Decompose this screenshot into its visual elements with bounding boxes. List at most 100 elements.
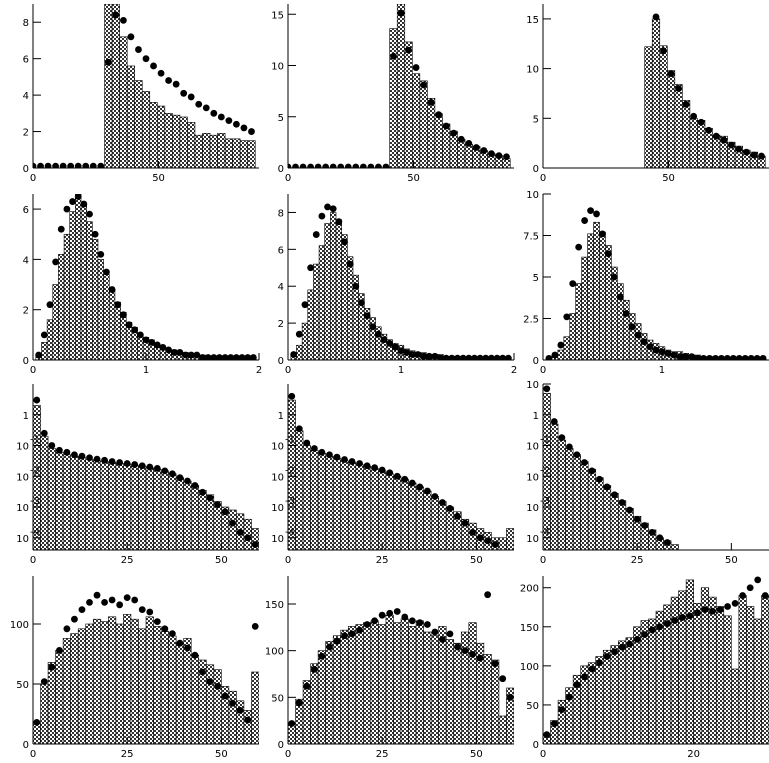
data-point — [288, 163, 292, 168]
histogram-bar — [324, 223, 331, 360]
histogram-bar — [363, 622, 372, 744]
histogram-bar — [213, 501, 222, 550]
histogram-bar — [610, 492, 619, 550]
data-point — [705, 126, 713, 134]
histogram-bar — [341, 234, 348, 360]
data-point — [221, 354, 229, 360]
data-point — [599, 230, 606, 238]
data-point — [758, 152, 765, 160]
plot-area — [288, 4, 511, 168]
y-tick-label: 0 — [533, 740, 539, 751]
histogram-bar — [63, 233, 71, 360]
data-point — [225, 117, 233, 125]
histogram-bar — [738, 595, 747, 744]
data-point — [386, 469, 394, 477]
histogram-bar — [498, 537, 507, 550]
histogram-bar — [602, 649, 612, 744]
histogram-bar — [335, 219, 342, 360]
data-point — [656, 623, 664, 631]
data-point — [86, 210, 93, 218]
histogram-bar — [761, 595, 769, 744]
data-point — [469, 528, 476, 536]
data-point — [359, 163, 367, 168]
data-point — [386, 340, 394, 347]
y-tick-exponent: -2 — [540, 465, 550, 476]
data-point — [125, 321, 133, 329]
data-point — [750, 151, 758, 159]
x-tick-label: 0 — [540, 749, 546, 760]
histogram-bar — [628, 313, 636, 360]
y-tick-label: 50 — [271, 693, 284, 704]
y-tick-exponent: -1 — [285, 435, 295, 446]
data-point — [251, 623, 259, 630]
data-point — [89, 162, 97, 168]
histogram-bar — [587, 662, 597, 744]
histogram-bar — [693, 603, 702, 744]
histogram-bar — [666, 70, 676, 168]
data-point — [676, 353, 684, 360]
histogram-bar — [217, 133, 226, 168]
y-tick-label: 0 — [533, 356, 539, 367]
data-point — [165, 346, 173, 354]
histogram-bar — [325, 641, 334, 744]
y-tick-label: 8 — [23, 18, 29, 29]
data-point — [191, 651, 199, 659]
data-point — [628, 323, 636, 331]
data-point — [176, 474, 184, 482]
data-point — [712, 354, 719, 360]
histogram-bar — [685, 579, 694, 744]
data-point — [401, 613, 409, 621]
data-point — [214, 501, 221, 508]
histogram-bar — [97, 259, 104, 360]
histogram-bar — [491, 659, 500, 744]
histogram-bar — [655, 610, 664, 744]
histogram-bar — [468, 622, 477, 744]
y-tick-label: 10 — [16, 534, 29, 545]
data-point — [633, 635, 641, 643]
data-point — [40, 429, 48, 437]
histogram-bar — [85, 623, 94, 744]
histogram-bar — [587, 468, 597, 550]
x-tick-label: 0 — [540, 365, 546, 376]
histogram-bar — [581, 256, 588, 360]
histogram-bar — [464, 144, 473, 168]
x-tick-label: 25 — [631, 555, 644, 566]
y-tick-exponent: -1 — [540, 435, 550, 446]
histogram-bar — [205, 664, 215, 744]
histogram-bar — [149, 102, 158, 168]
data-point — [461, 647, 469, 655]
data-point — [348, 630, 356, 638]
data-point — [238, 354, 246, 360]
x-tick-label: 1 — [398, 365, 404, 376]
histogram-bar — [295, 430, 304, 550]
histogram-bar — [55, 452, 64, 550]
histogram-bar — [575, 283, 582, 360]
data-point — [716, 606, 724, 613]
histogram-bar — [205, 494, 215, 550]
data-point — [573, 681, 581, 689]
histogram-bar — [602, 485, 612, 550]
x-tick-label: 50 — [662, 173, 675, 184]
data-point — [587, 207, 594, 215]
histogram-bar — [202, 133, 211, 168]
data-point — [244, 716, 252, 724]
data-point — [414, 351, 422, 358]
data-point — [596, 659, 603, 667]
y-tick-label: 100 — [265, 647, 284, 658]
histogram-bar — [355, 624, 364, 744]
y-tick-exponent: -4 — [540, 527, 550, 538]
plot-area — [33, 396, 259, 550]
data-point — [227, 354, 235, 360]
data-point — [318, 652, 326, 660]
data-point — [652, 13, 660, 21]
histogram-bar — [310, 663, 319, 744]
data-point — [408, 617, 416, 625]
histogram-bar — [442, 123, 451, 168]
histogram-bar — [404, 41, 413, 168]
y-tick-label: 6 — [278, 245, 284, 256]
data-point — [563, 313, 571, 321]
y-tick-label: 0 — [23, 164, 29, 175]
histogram-bar — [625, 508, 634, 550]
